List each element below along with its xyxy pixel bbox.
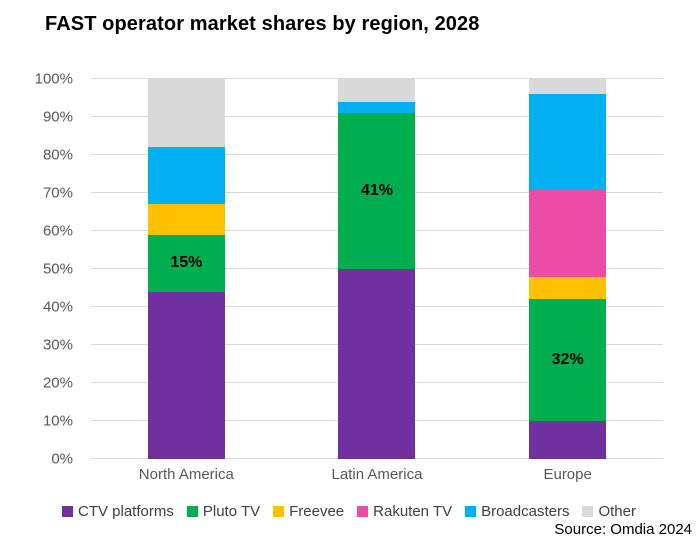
legend-label-rakuten-tv: Rakuten TV — [373, 503, 453, 520]
bar-segment-other-europe — [529, 79, 607, 95]
legend: CTV platforms Pluto TV Freevee Rakuten TV Br… — [0, 503, 698, 520]
legend-swatch-icon-pluto-tv — [186, 506, 198, 517]
bar-segment-other-north-america — [147, 79, 225, 148]
legend-item-ctv-platforms: CTV platforms — [62, 503, 174, 520]
y-tick-label-70%: 70% — [42, 184, 73, 202]
x-axis: North America Latin America Europe — [91, 466, 663, 488]
bar-segment-pluto-tv-latin-america: 41% — [338, 113, 416, 269]
legend-swatch-icon-ctv-platforms — [62, 506, 73, 517]
bar-slot-europe: 32% — [472, 79, 663, 459]
y-tick-label-40%: 40% — [42, 298, 73, 316]
legend-swatch-icon-freevee — [273, 506, 285, 517]
bar-segment-ctv-platforms-latin-america — [338, 269, 416, 459]
y-tick-label-60%: 60% — [42, 222, 73, 240]
y-tick-label-50%: 50% — [42, 260, 73, 278]
legend-label-pluto-tv: Pluto TV — [202, 503, 261, 520]
data-label-north-america: 15% — [170, 254, 203, 272]
bar-segment-freevee-north-america — [147, 204, 225, 235]
bar-segment-ctv-platforms-europe — [529, 421, 607, 459]
bar-segment-pluto-tv-europe: 32% — [529, 299, 607, 421]
legend-swatch-icon-broadcasters — [465, 506, 477, 517]
legend-item-other: Other — [582, 503, 636, 520]
y-tick-label-0%: 0% — [51, 450, 73, 468]
bar-segment-freevee-europe — [529, 276, 607, 300]
legend-item-freevee: Freevee — [273, 503, 344, 520]
bar-segment-other-latin-america — [338, 79, 416, 102]
bar-segment-pluto-tv-north-america: 15% — [147, 234, 225, 292]
data-label-europe: 32% — [551, 351, 584, 369]
y-tick-label-30%: 30% — [42, 336, 73, 354]
y-tick-label-100%: 100% — [34, 70, 73, 88]
bar-segment-broadcasters-north-america — [147, 147, 225, 205]
bar-slot-north-america: 15% — [91, 79, 282, 459]
bar-segment-broadcasters-europe — [529, 94, 607, 190]
y-tick-label-90%: 90% — [42, 108, 73, 126]
legend-label-ctv-platforms: CTV platforms — [78, 503, 174, 520]
data-label-latin-america: 41% — [360, 182, 393, 200]
y-tick-label-80%: 80% — [42, 146, 73, 164]
bar-segment-rakuten-tv-europe — [529, 189, 607, 277]
x-category-label-latin-america: Latin America — [331, 466, 423, 483]
legend-item-pluto-tv: Pluto TV — [186, 503, 261, 520]
legend-swatch-icon-other — [582, 506, 594, 517]
plot-area: 15% 41% 32% — [91, 78, 663, 459]
x-category-label-europe: Europe — [543, 466, 592, 483]
y-tick-label-20%: 20% — [42, 374, 73, 392]
legend-item-rakuten-tv: Rakuten TV — [357, 503, 452, 520]
bar-segment-broadcasters-latin-america — [338, 101, 416, 114]
bar-latin-america: 41% — [338, 79, 416, 459]
x-category-label-north-america: North America — [138, 466, 234, 483]
chart-title: FAST operator market shares by region, 2… — [45, 13, 480, 35]
y-axis: 0% 10% 20% 30% 40% 50% 60% 70% 80% 90% 100% — [0, 71, 82, 468]
y-tick-label-10%: 10% — [42, 412, 73, 430]
legend-swatch-icon-rakuten-tv — [357, 506, 369, 517]
gridline-100% — [91, 78, 663, 79]
legend-item-broadcasters: Broadcasters — [465, 503, 569, 520]
bar-segment-ctv-platforms-north-america — [147, 291, 225, 459]
bar-europe: 32% — [529, 79, 607, 459]
legend-label-freevee: Freevee — [289, 503, 345, 520]
bar-north-america: 15% — [147, 79, 225, 459]
legend-label-broadcasters: Broadcasters — [481, 503, 570, 520]
source-note: Source: Omdia 2024 — [554, 521, 692, 538]
legend-label-other: Other — [598, 503, 636, 520]
bar-slot-latin-america: 41% — [282, 79, 473, 459]
